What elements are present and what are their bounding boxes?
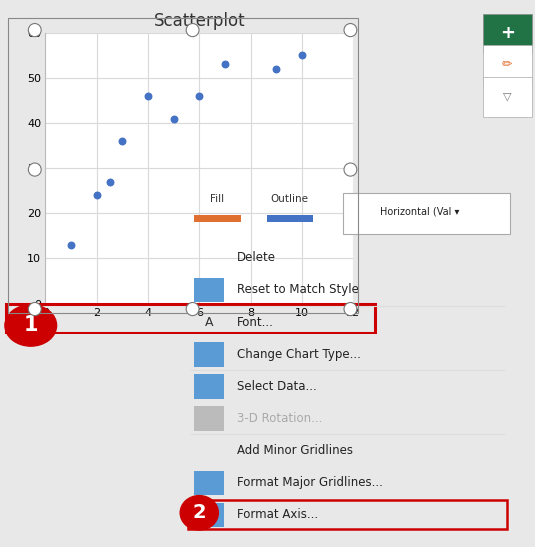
Circle shape bbox=[186, 302, 199, 316]
Circle shape bbox=[28, 163, 41, 176]
FancyBboxPatch shape bbox=[194, 503, 224, 527]
Point bbox=[105, 177, 114, 186]
Title: Scatterplot: Scatterplot bbox=[154, 12, 245, 30]
Point bbox=[272, 65, 280, 73]
Circle shape bbox=[28, 302, 41, 316]
Text: Font...: Font... bbox=[237, 316, 274, 329]
FancyBboxPatch shape bbox=[194, 406, 224, 431]
FancyBboxPatch shape bbox=[483, 14, 532, 53]
Text: 1: 1 bbox=[24, 316, 38, 335]
Text: Select Data...: Select Data... bbox=[237, 380, 317, 393]
Circle shape bbox=[344, 24, 357, 37]
FancyBboxPatch shape bbox=[483, 77, 532, 117]
FancyBboxPatch shape bbox=[194, 278, 224, 302]
FancyBboxPatch shape bbox=[342, 193, 510, 234]
Text: Change Chart Type...: Change Chart Type... bbox=[237, 347, 361, 360]
Text: Format Major Gridlines...: Format Major Gridlines... bbox=[237, 476, 383, 489]
Text: Reset to Match Style: Reset to Match Style bbox=[237, 283, 359, 296]
Circle shape bbox=[180, 496, 218, 530]
FancyBboxPatch shape bbox=[194, 215, 241, 222]
Point bbox=[170, 114, 178, 123]
Text: A: A bbox=[205, 316, 213, 329]
Point bbox=[144, 92, 152, 101]
Circle shape bbox=[28, 24, 41, 37]
Text: Add Minor Gridlines: Add Minor Gridlines bbox=[237, 444, 353, 457]
Text: Outline: Outline bbox=[271, 194, 309, 203]
Circle shape bbox=[186, 24, 199, 37]
Text: Horizontal (Val ▾: Horizontal (Val ▾ bbox=[380, 207, 460, 217]
Text: 3-D Rotation...: 3-D Rotation... bbox=[237, 412, 323, 425]
FancyBboxPatch shape bbox=[194, 470, 224, 495]
Point bbox=[67, 241, 75, 249]
FancyBboxPatch shape bbox=[194, 374, 224, 399]
Circle shape bbox=[344, 163, 357, 176]
FancyBboxPatch shape bbox=[194, 342, 224, 366]
Text: Delete: Delete bbox=[237, 251, 276, 264]
Point bbox=[118, 137, 127, 146]
Point bbox=[195, 92, 203, 101]
Text: 2: 2 bbox=[193, 503, 206, 522]
Text: ▽: ▽ bbox=[503, 92, 511, 102]
Text: ✏: ✏ bbox=[502, 59, 513, 72]
Text: +: + bbox=[500, 25, 515, 42]
Text: Format Axis...: Format Axis... bbox=[237, 508, 318, 521]
FancyBboxPatch shape bbox=[267, 215, 313, 222]
Text: Fill: Fill bbox=[210, 194, 225, 203]
Point bbox=[93, 191, 101, 200]
Point bbox=[220, 60, 229, 69]
FancyBboxPatch shape bbox=[483, 45, 532, 85]
Circle shape bbox=[344, 302, 357, 316]
Circle shape bbox=[5, 305, 57, 346]
Point bbox=[297, 51, 306, 60]
